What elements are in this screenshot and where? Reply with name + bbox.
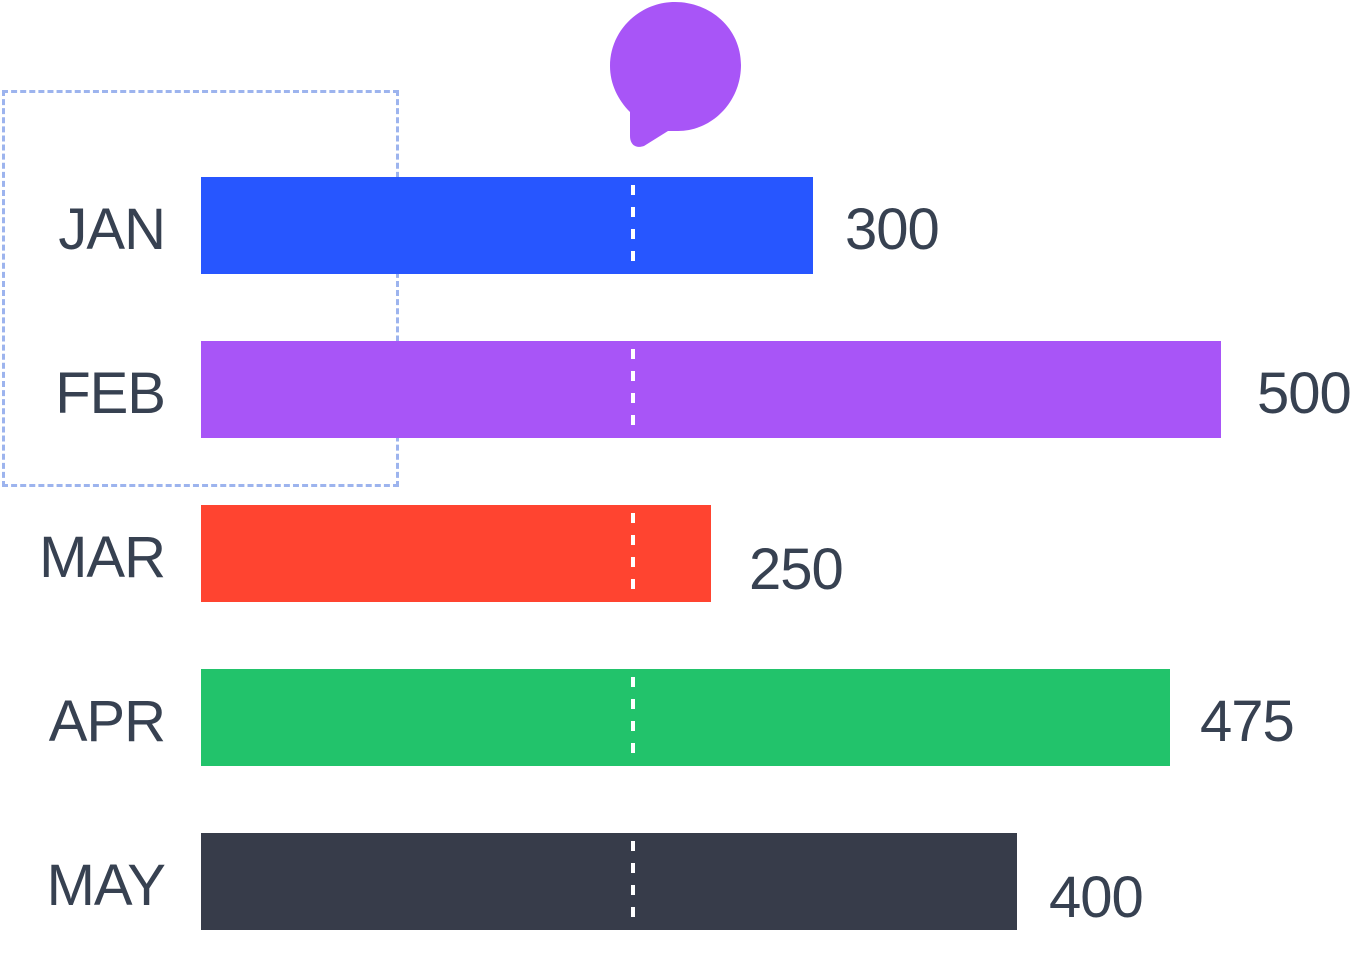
reference-line-segment: [631, 349, 636, 436]
value-label-apr: 475: [1200, 689, 1295, 754]
bar-feb[interactable]: [201, 341, 1221, 438]
value-label-jan: 300: [845, 197, 940, 262]
category-label-apr: APR: [48, 689, 166, 754]
value-label-feb: 500: [1257, 361, 1352, 426]
bar-mar[interactable]: [201, 505, 711, 602]
reference-line-segment: [631, 841, 636, 928]
bar-jan[interactable]: [201, 177, 813, 274]
reference-line-segment: [631, 513, 636, 600]
bar-apr[interactable]: [201, 669, 1170, 766]
category-label-may: MAY: [46, 853, 166, 918]
selection-box: [2, 90, 399, 487]
category-label-mar: MAR: [39, 525, 166, 590]
speech-bubble-icon: [610, 2, 741, 147]
value-label-mar: 250: [749, 537, 844, 602]
bar-may[interactable]: [201, 833, 1017, 930]
category-label-feb: FEB: [55, 361, 166, 426]
reference-line-segment: [631, 185, 636, 272]
reference-line-segment: [631, 677, 636, 764]
category-label-jan: JAN: [58, 197, 166, 262]
value-label-may: 400: [1049, 865, 1144, 930]
